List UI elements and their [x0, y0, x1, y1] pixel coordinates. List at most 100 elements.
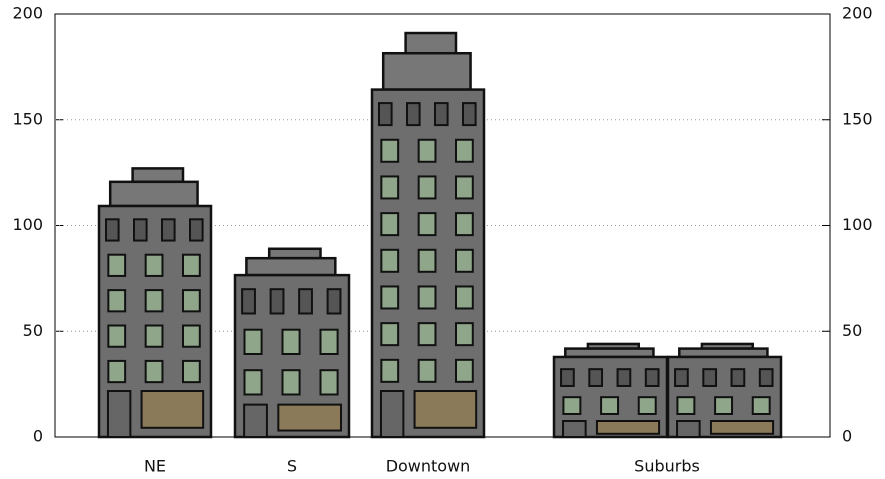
- window: [144, 253, 164, 277]
- y2-tick-label: 150: [842, 109, 873, 128]
- window: [600, 396, 620, 415]
- window: [243, 369, 263, 396]
- window: [417, 322, 437, 347]
- roof-top: [131, 167, 185, 184]
- y2-tick-label: 100: [842, 215, 873, 234]
- shop-window: [595, 419, 661, 435]
- bar: [370, 31, 486, 439]
- window: [455, 212, 474, 237]
- window: [560, 368, 575, 387]
- y-tick-label: 200: [12, 4, 43, 23]
- door: [562, 419, 587, 439]
- window: [182, 253, 201, 277]
- window: [406, 102, 421, 127]
- roof: [564, 347, 655, 359]
- shop-window: [709, 419, 775, 435]
- window: [758, 368, 774, 387]
- window: [455, 285, 474, 310]
- window: [105, 218, 120, 242]
- door: [243, 403, 268, 438]
- window: [319, 369, 339, 396]
- window: [281, 328, 301, 355]
- window: [588, 368, 604, 387]
- x-tick-label: Suburbs: [634, 457, 700, 476]
- window: [417, 175, 437, 200]
- window: [133, 218, 148, 242]
- window: [107, 289, 127, 313]
- window: [462, 102, 477, 127]
- window: [107, 253, 127, 277]
- y2-tick-label: 200: [842, 4, 873, 23]
- window: [144, 324, 164, 348]
- window: [107, 324, 127, 348]
- window: [751, 396, 771, 415]
- y2-tick-label: 50: [842, 321, 862, 340]
- window: [182, 289, 201, 313]
- shop-window: [277, 403, 343, 432]
- window: [702, 368, 718, 387]
- window: [182, 359, 201, 384]
- window: [161, 218, 176, 242]
- window: [189, 218, 204, 242]
- y-tick-label: 100: [12, 215, 43, 234]
- window: [326, 288, 342, 315]
- window: [144, 359, 164, 384]
- door: [106, 390, 132, 438]
- roof-top: [404, 31, 458, 55]
- window: [380, 248, 400, 273]
- window: [243, 328, 263, 355]
- roof: [245, 256, 337, 277]
- window: [380, 285, 400, 310]
- window: [182, 324, 201, 348]
- bar: [552, 342, 783, 439]
- window: [562, 396, 582, 415]
- x-tick-label: Downtown: [386, 457, 471, 476]
- window: [417, 285, 437, 310]
- window: [455, 322, 474, 347]
- x-tick-label: NE: [144, 457, 166, 476]
- window: [319, 328, 339, 355]
- window: [616, 368, 632, 387]
- window: [380, 358, 400, 383]
- window: [417, 212, 437, 237]
- window: [417, 358, 437, 383]
- window: [269, 288, 285, 315]
- window: [417, 248, 437, 273]
- roof-top: [267, 247, 322, 260]
- window: [644, 368, 660, 387]
- window: [380, 175, 400, 200]
- roof: [678, 347, 769, 359]
- roof: [381, 51, 472, 91]
- window: [455, 248, 474, 273]
- window: [455, 138, 474, 163]
- window: [714, 396, 734, 415]
- shop-window: [413, 390, 478, 429]
- y2-tick-label: 0: [842, 427, 852, 446]
- window: [455, 175, 474, 200]
- window: [455, 358, 474, 383]
- bar: [233, 247, 351, 439]
- window: [107, 359, 127, 384]
- window: [674, 368, 689, 387]
- window: [637, 396, 657, 415]
- window: [144, 289, 164, 313]
- window: [676, 396, 696, 415]
- y-tick-label: 0: [33, 427, 43, 446]
- window: [378, 102, 393, 127]
- shop-window: [140, 390, 205, 429]
- y-tick-label: 150: [12, 109, 43, 128]
- door: [379, 390, 405, 438]
- bar: [97, 167, 213, 439]
- window: [730, 368, 746, 387]
- window: [298, 288, 313, 315]
- window: [380, 322, 400, 347]
- window: [417, 138, 437, 163]
- window: [241, 288, 256, 315]
- y-tick-label: 50: [23, 321, 43, 340]
- roof: [108, 180, 199, 208]
- x-tick-label: S: [287, 457, 297, 476]
- window: [434, 102, 449, 127]
- window: [380, 212, 400, 237]
- door: [676, 419, 701, 439]
